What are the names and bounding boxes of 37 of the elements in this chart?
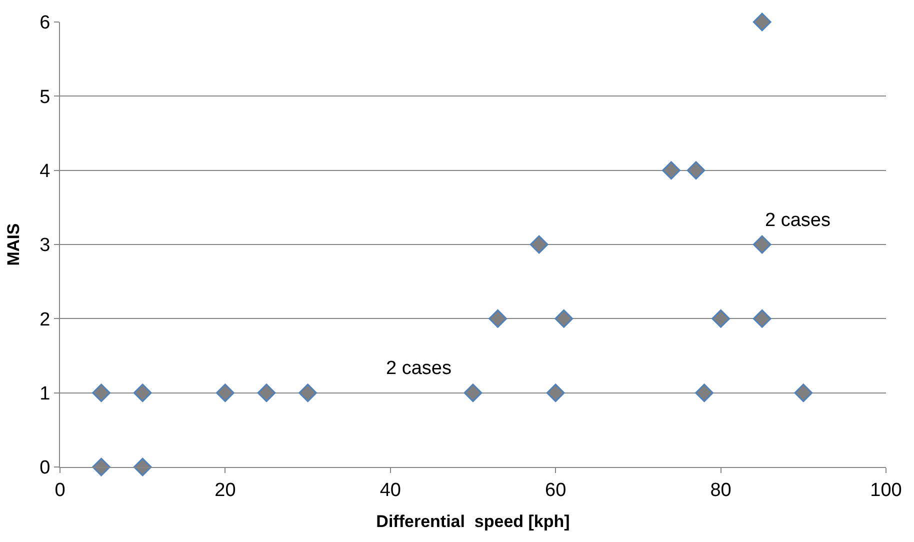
x-tick-label: 80: [710, 480, 732, 501]
y-tick-label: 5: [40, 86, 50, 108]
y-tick-label: 1: [40, 383, 50, 404]
x-tick-label: 0: [54, 480, 66, 501]
point: [298, 384, 317, 402]
point: [662, 161, 680, 180]
point: [464, 384, 482, 402]
point: [686, 161, 706, 180]
x-axis-title: Differential speed [kph]: [376, 512, 570, 532]
point: [133, 458, 152, 476]
annotation: 2 cases: [765, 210, 830, 231]
annotation: 2 cases: [386, 358, 452, 379]
y-tick-label: 6: [40, 12, 50, 34]
point: [546, 384, 565, 402]
point: [752, 12, 772, 32]
y-tick-label: 3: [40, 235, 50, 256]
point: [92, 384, 110, 402]
y-tick-label: 4: [40, 160, 51, 182]
point: [752, 235, 772, 254]
x-tick-label: 100: [870, 480, 902, 501]
y-tick-label: 2: [40, 309, 50, 330]
y-tick-label: 0: [40, 458, 50, 479]
x-tick-label: 60: [545, 480, 566, 501]
point: [488, 309, 507, 328]
point: [92, 458, 110, 476]
point: [257, 384, 276, 402]
point: [712, 309, 730, 328]
point: [752, 309, 772, 328]
x-tick-label: 20: [214, 480, 236, 501]
point: [695, 384, 714, 402]
y-axis-title: MAIS: [4, 223, 24, 266]
point: [794, 384, 813, 402]
x-tick-label: 40: [380, 480, 401, 501]
point: [216, 384, 234, 402]
point: [530, 235, 548, 254]
point: [554, 309, 574, 328]
point: [133, 384, 152, 402]
